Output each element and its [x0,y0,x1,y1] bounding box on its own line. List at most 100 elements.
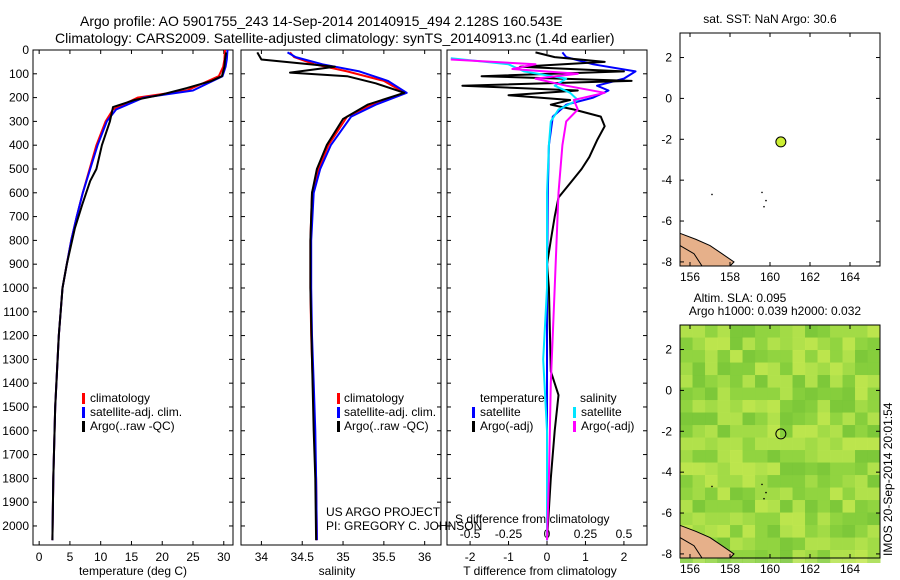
islet [765,491,767,494]
series-line [256,51,406,541]
sla-cell [755,387,768,401]
sla-cell [805,512,818,526]
sla-cell [680,512,693,526]
sla-cell [742,475,756,488]
sla-cell [730,412,743,426]
map-y-tick-label: -8 [661,547,672,561]
sla-cell [842,462,856,476]
sla-cell [830,487,843,501]
map-x-tick-label: 160 [760,270,780,284]
sla-cell [730,350,743,363]
sla-cell [705,425,718,438]
sla-cell [830,462,843,476]
sla-cell [830,425,843,438]
sla-cell [730,425,743,438]
sla-cell [792,537,806,551]
sla-cell [792,375,806,388]
sla-cell [792,325,806,338]
sla-cell [867,500,881,513]
argo-location-marker [775,428,787,440]
sla-cell [767,362,781,376]
sla-cell [692,350,706,363]
y-tick-label: 1800 [2,471,29,485]
y-tick-label: 200 [9,91,29,105]
x-tick-label: 35.5 [372,550,396,564]
sla-cell [717,512,731,526]
legend-swatch-climatology [337,393,340,404]
legend-header-temperature: temperature [480,391,545,405]
credit-line1: US ARGO PROJECT [326,505,441,519]
sla-cell [680,387,693,401]
sla-cell [817,450,831,463]
s-difference-axis-label: S difference from climatology [455,512,610,526]
series-line [546,51,637,541]
sla-cell [867,412,881,426]
sla-cell [792,525,806,538]
map-y-tick-label: -4 [661,173,672,187]
map-x-tick-label: 158 [720,270,740,284]
sla-cell [742,350,756,363]
sla-cell [717,450,731,463]
sla-cell [755,475,768,488]
legend-swatch-s-argo [573,421,576,432]
sla-cell [755,325,768,338]
sla-cell [742,462,756,476]
sla-cell [817,500,831,513]
y-tick-label: 800 [9,233,29,247]
sla-cell [730,437,743,451]
sla-cell [680,475,693,488]
difference-legend: temperature salinity satellite Argo(-adj… [472,391,634,433]
sla-cell [742,412,756,426]
legend-swatch-satellite [337,407,340,418]
sla-cell [755,412,768,426]
sla-cell [742,362,756,376]
sla-cell [855,487,868,501]
sla-cell [867,437,881,451]
sla-cell [842,425,856,438]
y-tick-label: 400 [9,138,29,152]
sla-cell [742,487,756,501]
sla-cell [830,412,843,426]
sla-cell [730,375,743,388]
sla-cell [867,487,881,501]
sla-cell [792,512,806,526]
sla-cell [830,387,843,401]
sla-cell [780,550,793,563]
sla-cell [780,512,793,526]
sla-cell [755,400,768,413]
sla-cell [830,325,843,338]
sla-cell [867,537,881,551]
sla-cell [680,462,693,476]
sla-cell [855,387,868,401]
sst-map-title: sat. SST: NaN Argo: 30.6 [703,12,837,26]
sla-cell [780,325,793,338]
sla-cell [867,350,881,363]
sla-cell [780,462,793,476]
sla-cell [867,375,881,388]
x-tick-label: 25 [186,550,200,564]
map-y-tick-label: -4 [661,465,672,479]
sla-map-title: Altim. SLA: 0.095 [694,291,787,305]
islet [761,483,763,486]
sla-cell [817,362,831,376]
sla-cell [767,400,781,413]
y-tick-label: 1500 [2,400,29,414]
sla-cell [692,375,706,388]
sla-cell [842,450,856,463]
profile-panels: 0100200300400500600700800900100011001200… [2,43,647,564]
sla-cell [755,525,768,538]
sla-cell [867,450,881,463]
sla-cell [717,350,731,363]
map-x-tick-label: 162 [800,270,820,284]
map-y-tick-label: -2 [661,424,672,438]
sla-cell [792,412,806,426]
sla-cell [842,350,856,363]
sla-cell [842,550,856,563]
sla-cell [842,325,856,338]
sla-cell [842,512,856,526]
sla-cell [767,462,781,476]
y-tick-label: 1200 [2,329,29,343]
sla-cell [805,475,818,488]
sla-cell [855,462,868,476]
sla-cell [680,450,693,463]
